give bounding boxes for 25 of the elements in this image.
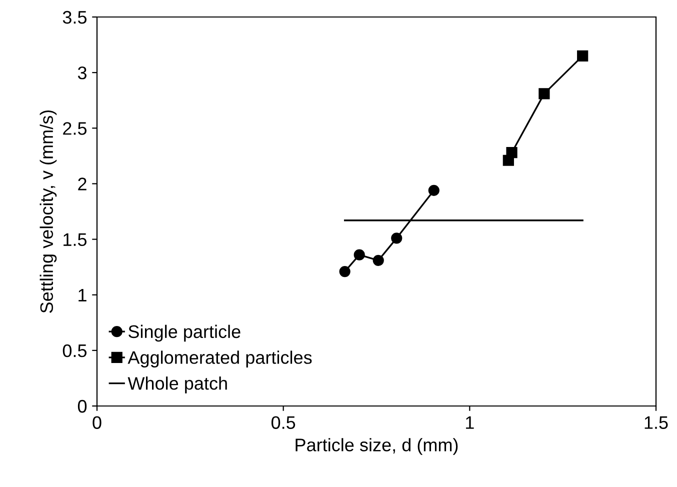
point [391,232,402,244]
point [372,254,384,266]
y-tick-label: 2.5 [63,122,87,135]
point [339,266,350,278]
x-tick-label: 1.5 [644,416,668,429]
point [428,184,440,196]
y-axis-title: Settling velocity, v (mm/s) [40,110,57,313]
x-tick-label: 1 [466,416,474,429]
y-tick-label: 1 [78,288,86,302]
point [538,88,550,100]
point [354,249,365,260]
y-tick-label: 1.5 [64,233,87,246]
y-tick-label: 3.5 [62,10,87,24]
y-tick-label: 0 [78,400,87,413]
legend-label: Single particle [128,324,240,342]
y-tick-label: 2 [78,178,86,190]
point [506,147,518,158]
legend-label: Whole patch [128,376,227,394]
legend-label: Agglomerated particles [128,350,312,368]
point [577,50,588,62]
x-tick-label: 0.5 [271,416,296,429]
x-tick-label: 0 [92,416,102,429]
x-axis-title: Particle size, d (mm) [296,438,458,455]
y-tick-label: 0.5 [62,344,87,358]
y-tick-label: 3 [78,66,86,80]
